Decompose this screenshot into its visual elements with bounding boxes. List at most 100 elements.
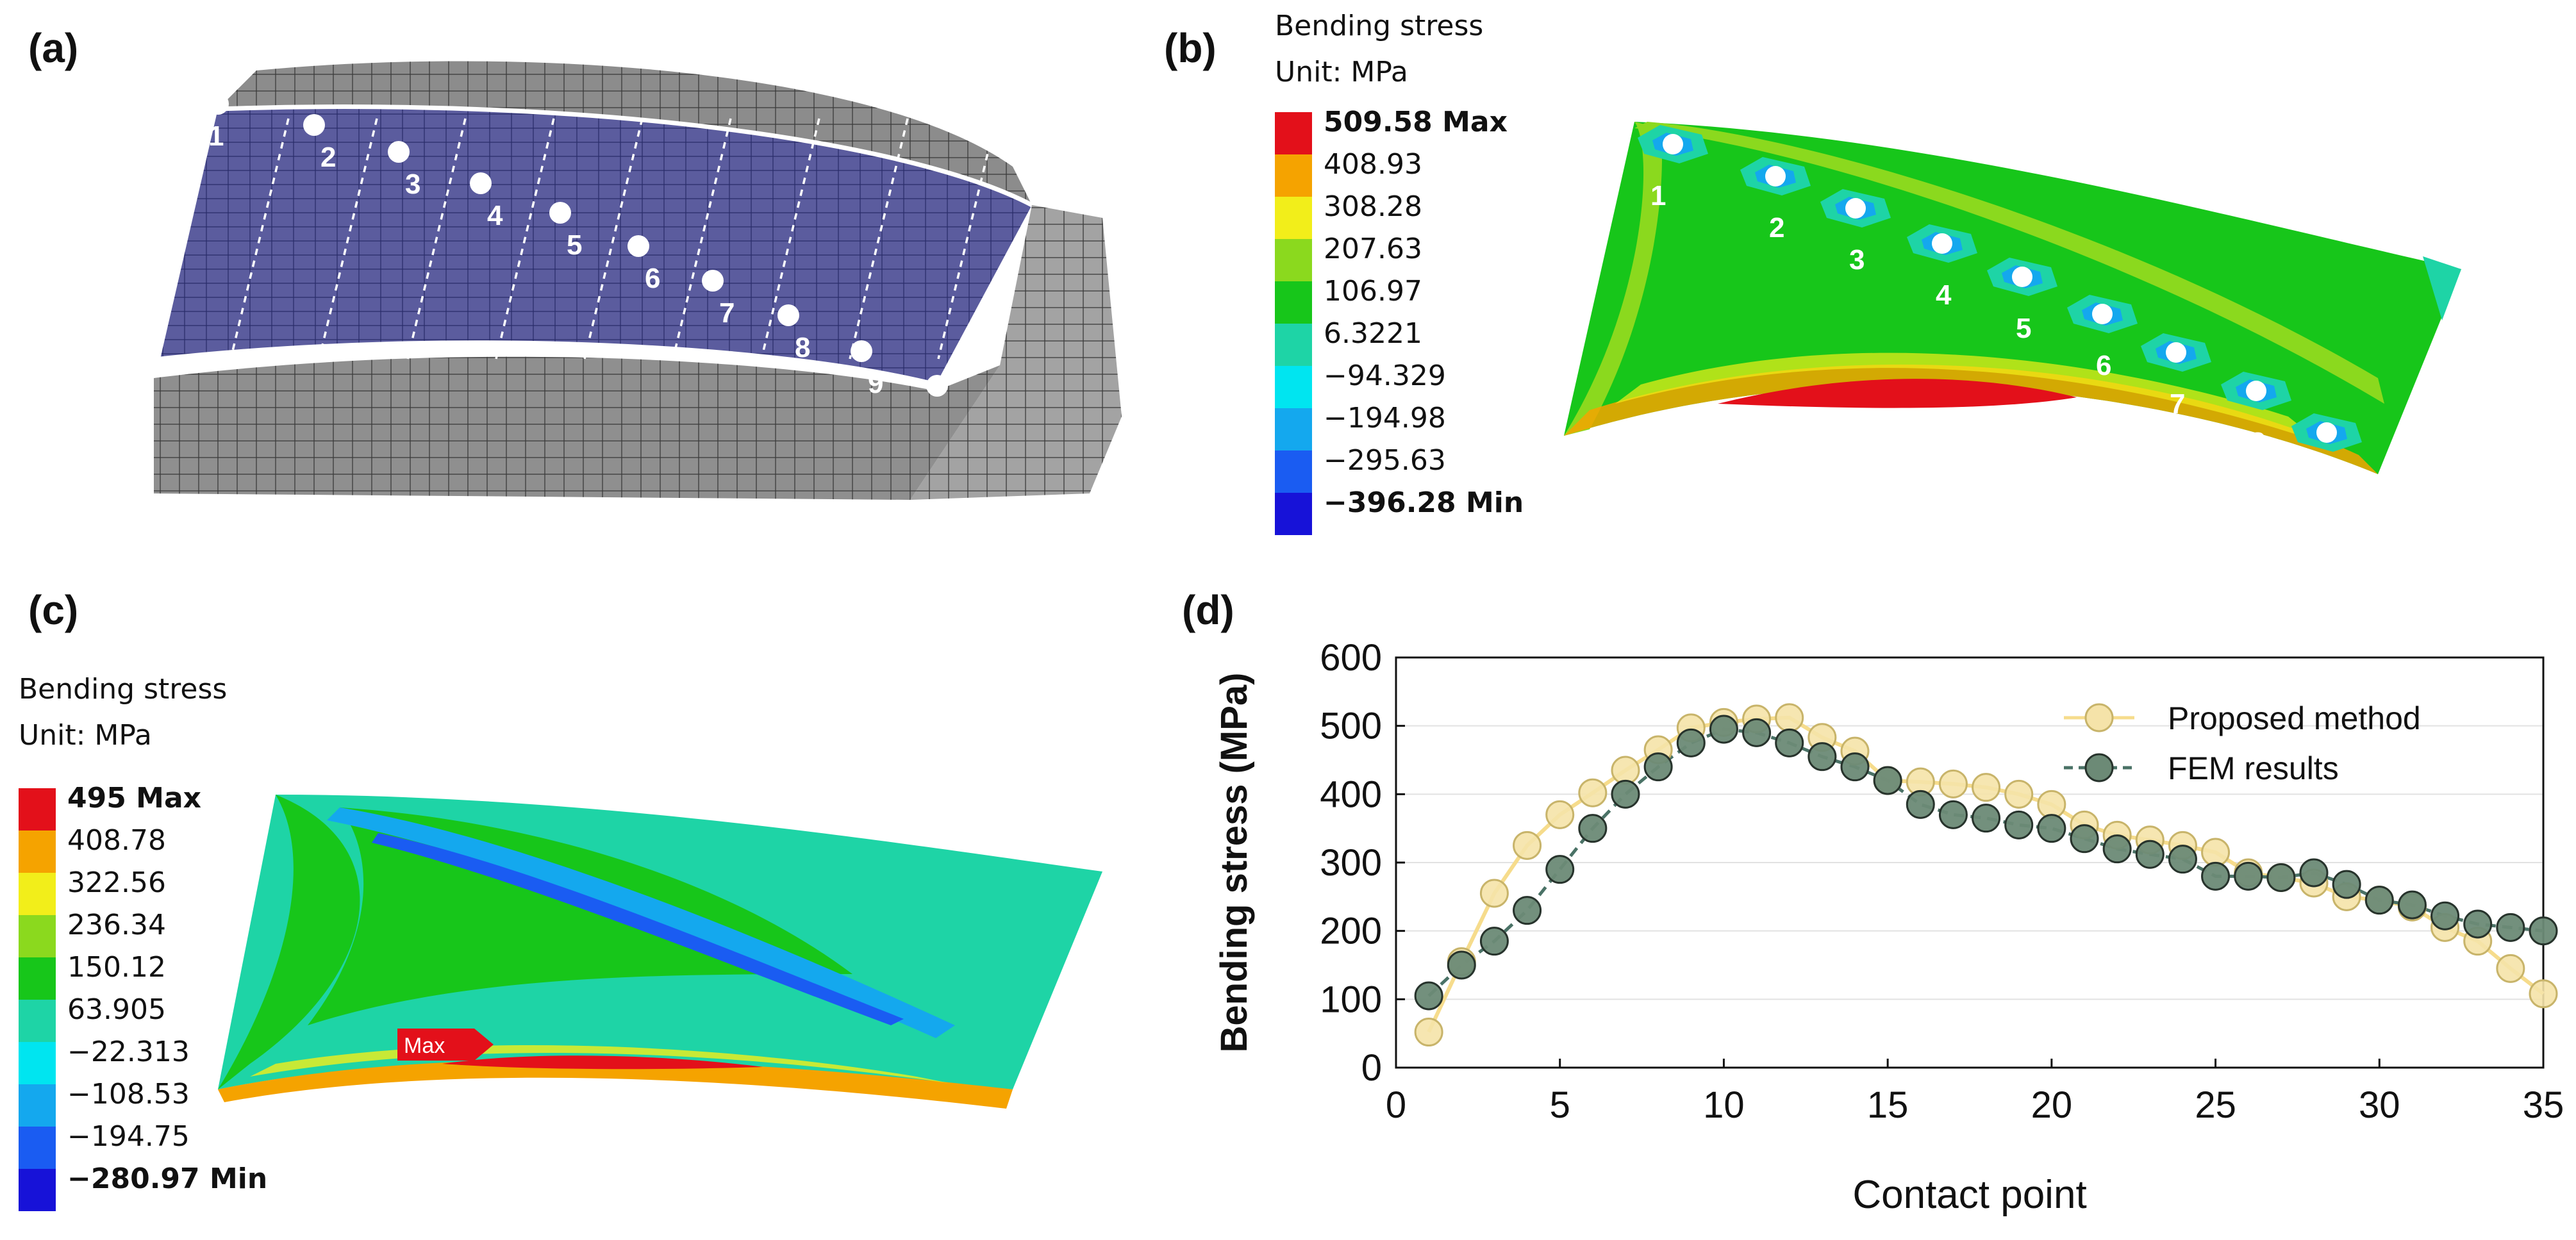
y-tick-label: 400 xyxy=(1320,773,1382,815)
legend-swatch xyxy=(1275,451,1312,493)
contact-point-label: 2 xyxy=(320,142,336,173)
legend-swatch xyxy=(1275,112,1312,154)
data-point-fem xyxy=(2168,845,2197,874)
contact-point-marker xyxy=(1663,134,1683,154)
contact-point-label: 5 xyxy=(567,229,582,261)
data-point-fem xyxy=(2004,810,2034,839)
contact-point-marker xyxy=(303,114,325,136)
data-point-fem xyxy=(2496,913,2525,942)
y-tick-label: 0 xyxy=(1361,1047,1382,1089)
legend-swatch xyxy=(1275,197,1312,239)
legend-swatch xyxy=(19,1000,56,1042)
legend-level-label: 63.905 xyxy=(67,993,166,1026)
contact-point-label: 4 xyxy=(487,200,503,231)
data-point-fem xyxy=(1447,950,1476,980)
contact-line xyxy=(583,118,644,360)
legend-level-label: 236.34 xyxy=(67,909,166,941)
x-axis-label: Contact point xyxy=(1852,1173,2086,1217)
legend-swatch xyxy=(19,957,56,1000)
data-point-fem xyxy=(2135,839,2165,869)
data-point-proposed xyxy=(2529,979,2558,1009)
data-point-fem xyxy=(1643,752,1673,782)
data-point-fem xyxy=(1742,718,1772,747)
data-point-fem xyxy=(1611,779,1640,809)
data-point-fem xyxy=(2266,863,2296,892)
contact-line xyxy=(937,118,997,360)
x-tick-label: 0 xyxy=(1386,1084,1406,1126)
legend-level-label: 408.93 xyxy=(1324,148,1422,181)
data-point-proposed xyxy=(1972,773,2001,802)
y-tick-label: 200 xyxy=(1320,911,1382,952)
contact-point-label: 6 xyxy=(645,263,660,294)
contact-point-label: 4 xyxy=(1936,279,1952,311)
data-point-proposed xyxy=(2037,789,2066,819)
panel-label-b: (b) xyxy=(1164,25,1217,71)
data-point-fem xyxy=(2463,909,2493,939)
y-tick-label: 100 xyxy=(1320,979,1382,1020)
contact-point-label: 3 xyxy=(1849,244,1865,276)
legend-marker xyxy=(2084,703,2114,732)
series-line-fem xyxy=(1427,727,2544,997)
legend-swatch xyxy=(19,873,56,915)
contact-point-label: 1 xyxy=(1650,180,1666,211)
legend-swatch xyxy=(1275,281,1312,324)
legend-level-label: −194.75 xyxy=(67,1120,190,1153)
contact-point-marker xyxy=(627,235,649,257)
data-point-fem xyxy=(1938,800,1968,829)
contact-point-marker xyxy=(470,172,492,194)
data-point-fem xyxy=(1709,715,1738,744)
legend-level-label: 408.78 xyxy=(67,824,166,857)
data-point-fem xyxy=(1578,814,1608,843)
max-marker: Max xyxy=(397,1029,494,1061)
contact-point-marker xyxy=(926,375,948,397)
data-point-fem xyxy=(2234,861,2263,891)
data-point-fem xyxy=(1972,804,2001,833)
data-point-proposed xyxy=(1775,703,1804,732)
contact-point-marker xyxy=(549,202,571,224)
contact-line xyxy=(406,118,467,360)
data-point-fem xyxy=(1840,752,1870,782)
legend-level-label: −396.28 Min xyxy=(1324,486,1524,519)
legend-level-label: 6.3221 xyxy=(1324,317,1422,350)
contact-line xyxy=(318,118,378,360)
legend-swatch xyxy=(1275,408,1312,451)
contact-point-marker xyxy=(1845,198,1866,219)
legend-level-label: 207.63 xyxy=(1324,233,1422,265)
legend-label: FEM results xyxy=(2168,750,2339,786)
legend-swatch xyxy=(19,1042,56,1084)
data-point-fem xyxy=(2397,890,2427,920)
contact-line xyxy=(495,118,555,360)
data-point-fem xyxy=(1414,981,1443,1011)
contact-point-marker xyxy=(2166,342,2186,363)
max-tag-label: Max xyxy=(404,1034,445,1058)
contact-point-label: 8 xyxy=(2250,427,2265,458)
data-point-proposed xyxy=(1513,831,1542,860)
legend-swatch xyxy=(1275,324,1312,366)
chart-series xyxy=(1414,703,2558,1047)
legend-swatch xyxy=(1275,239,1312,281)
data-point-fem xyxy=(1479,927,1509,956)
data-point-proposed xyxy=(1938,769,1968,798)
legend-unit: Unit: MPa xyxy=(19,719,152,752)
legend-level-label: 509.58 Max xyxy=(1324,106,1508,138)
series-line-proposed xyxy=(1427,715,2545,1033)
legend-swatch xyxy=(19,831,56,873)
legend-level-label: −194.98 xyxy=(1324,402,1446,434)
data-point-fem xyxy=(2431,901,2460,930)
y-tick-label: 300 xyxy=(1320,842,1382,884)
legend-marker xyxy=(2084,753,2114,782)
legend-swatch xyxy=(19,915,56,957)
contact-point-label: 6 xyxy=(2096,350,2111,381)
legend-level-label: 150.12 xyxy=(67,951,166,984)
contact-point-label: 5 xyxy=(2016,313,2031,344)
legend-level-label: −280.97 Min xyxy=(67,1162,268,1195)
data-point-fem xyxy=(2070,824,2099,854)
data-point-fem xyxy=(2364,886,2394,915)
x-tick-label: 35 xyxy=(2523,1084,2564,1126)
contact-point-label: 7 xyxy=(2170,388,2185,420)
contact-point-marker xyxy=(851,340,872,362)
contact-line xyxy=(672,118,732,360)
data-point-proposed xyxy=(1479,879,1509,908)
x-tick-label: 5 xyxy=(1550,1084,1570,1126)
contact-point-marker xyxy=(2012,267,2032,287)
